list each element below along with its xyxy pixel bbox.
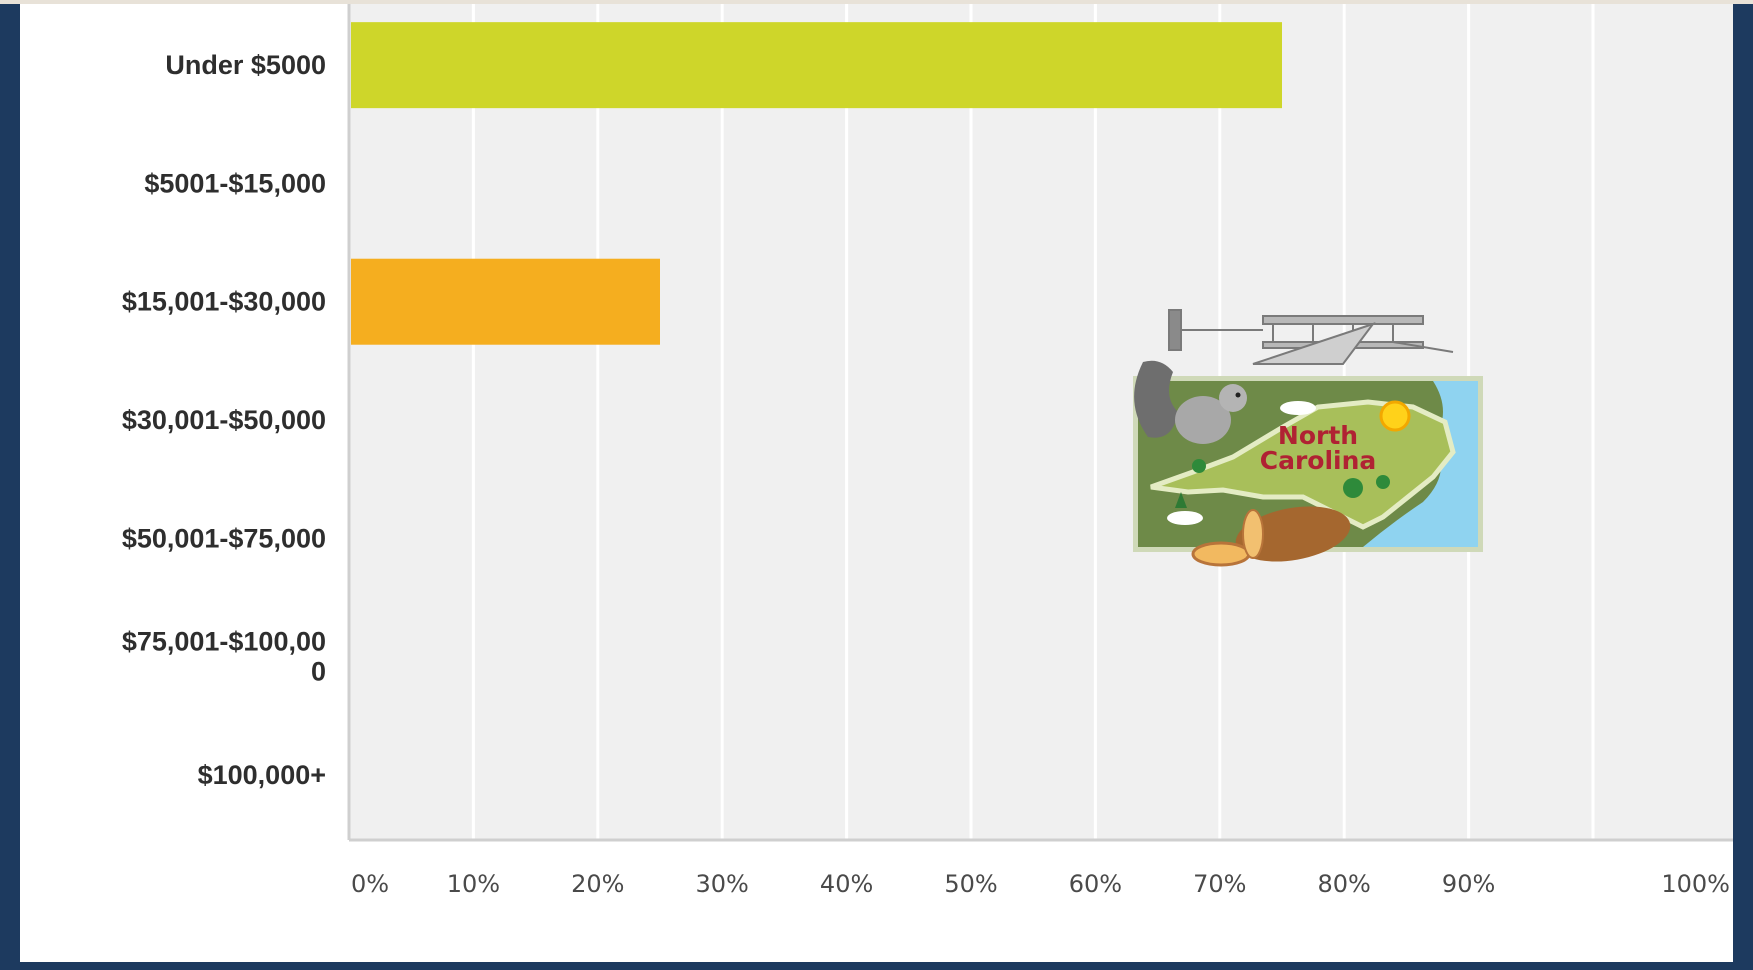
- north-carolina-clipart: North Carolina: [1133, 309, 1483, 567]
- category-labels: Under $5000 $5001-$15,000 $15,001-$30,000 $…: [122, 50, 326, 790]
- map-label-line-1: North: [1278, 421, 1358, 450]
- x-tick-label: 70%: [1193, 870, 1246, 898]
- x-tick-label: 0%: [351, 870, 389, 898]
- plot-area: [349, 4, 1733, 840]
- axes: [347, 4, 1733, 842]
- x-tick-label: 80%: [1318, 870, 1371, 898]
- x-tick-label: 20%: [571, 870, 624, 898]
- cloud-icon: [1167, 511, 1203, 525]
- category-label: $15,001-$30,000: [122, 287, 326, 317]
- x-tick-label: 30%: [696, 870, 749, 898]
- tree-icon: [1192, 459, 1206, 473]
- bar-chart: Under $5000 $5001-$15,000 $15,001-$30,000 $…: [122, 4, 1733, 898]
- ocean-area: [1363, 381, 1478, 547]
- tree-icon: [1343, 478, 1363, 498]
- category-label: $50,001-$75,000: [122, 523, 326, 553]
- bars: [351, 22, 1282, 345]
- x-tick-label: 10%: [447, 870, 500, 898]
- top-strip: [0, 0, 1753, 4]
- x-tick-labels: 0% 10% 20% 30% 40% 50% 60% 70% 80% 90% 100%: [351, 870, 1730, 898]
- bar: [351, 22, 1282, 109]
- state-shape: [1150, 399, 1456, 530]
- chart-panel: Under $5000 $5001-$15,000 $15,001-$30,000 $…: [20, 4, 1733, 962]
- tree-icon: [1376, 475, 1390, 489]
- x-tick-label: 40%: [820, 870, 873, 898]
- airplane-illustration: [1168, 309, 1454, 365]
- x-tick-label: 100%: [1661, 870, 1730, 898]
- category-label: $30,001-$50,000: [122, 405, 326, 435]
- squirrel-illustration: [1134, 360, 1247, 444]
- x-tick-label: 50%: [944, 870, 997, 898]
- bar: [351, 258, 660, 345]
- category-label: $75,001-$100,00 0: [122, 627, 326, 687]
- cloud-icon: [1280, 401, 1316, 415]
- category-label: $5001-$15,000: [144, 168, 326, 198]
- sun-icon: [1379, 400, 1411, 432]
- sweet-potato-illustration: [1191, 506, 1351, 567]
- category-label: Under $5000: [165, 50, 326, 80]
- x-tick-label: 60%: [1069, 870, 1122, 898]
- pine-tree-icon: [1175, 492, 1187, 508]
- gridlines: [471, 4, 1595, 840]
- map-label-line-2: Carolina: [1260, 446, 1377, 475]
- category-label: $100,000+: [198, 760, 326, 790]
- x-tick-label: 90%: [1442, 870, 1495, 898]
